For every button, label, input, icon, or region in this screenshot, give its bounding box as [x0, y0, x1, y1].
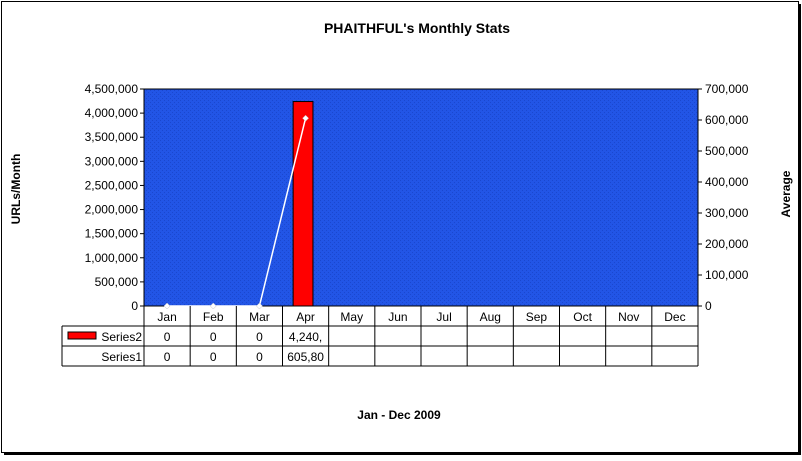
x-axis-label: Jan - Dec 2009 — [357, 408, 441, 422]
x-tick-label: Jan — [157, 310, 176, 324]
axis-ticks: 0 500,000 1,000,000 1,500,000 2,000,000 2,500… — [85, 82, 749, 313]
y2-tick-label: 200,000 — [705, 237, 749, 251]
series1-point-apr — [302, 114, 309, 122]
x-tick-label: Dec — [664, 310, 685, 324]
legend-key-series2 — [67, 331, 97, 340]
y2-tick-label: 500,000 — [705, 144, 749, 158]
x-tick-label: Jun — [388, 310, 407, 324]
series1-point-feb — [209, 302, 217, 310]
y-tick-label: 1,000,000 — [85, 251, 139, 265]
series1-point-jan — [163, 302, 171, 310]
y-tick-label: 500,000 — [95, 275, 139, 289]
y2-tick-label: 700,000 — [705, 82, 749, 96]
y2-tick-label: 600,000 — [705, 113, 749, 127]
x-tick-label: Aug — [480, 310, 501, 324]
table-cell: 0 — [256, 330, 263, 344]
y-axis-label: URLs/Month — [9, 154, 23, 225]
y-tick-label: 2,000,000 — [85, 203, 139, 217]
x-tick-label: May — [340, 310, 363, 324]
x-tick-label: Apr — [296, 310, 315, 324]
table-cell: 0 — [164, 330, 171, 344]
y2-axis-label: Average — [779, 170, 793, 217]
chart-title: PHAITHFUL's Monthly Stats — [324, 20, 510, 36]
y-tick-label: 1,500,000 — [85, 227, 139, 241]
table-cell: 0 — [210, 350, 217, 364]
table-cell: 4,240, — [289, 330, 322, 344]
y-tick-label: 3,000,000 — [85, 154, 139, 168]
y-tick-label: 4,500,000 — [85, 82, 139, 96]
table-series-name: Series1 — [101, 350, 142, 364]
bar-apr — [292, 101, 314, 307]
data-table: Jan Feb Mar Apr May Jun Jul Aug Sep Oct Nov Dec Seri… — [61, 306, 699, 367]
table-cell: 0 — [210, 330, 217, 344]
plot-background — [143, 88, 699, 307]
x-tick-label: Jul — [436, 310, 451, 324]
x-tick-label: Mar — [249, 310, 270, 324]
y-tick-label: 3,500,000 — [85, 130, 139, 144]
y2-tick-label: 300,000 — [705, 206, 749, 220]
x-tick-label: Oct — [573, 310, 592, 324]
y-tick-label: 2,500,000 — [85, 178, 139, 192]
plot-area — [143, 88, 699, 310]
table-cell: 0 — [256, 350, 263, 364]
y2-tick-label: 400,000 — [705, 175, 749, 189]
y2-tick-label: 0 — [705, 299, 712, 313]
table-cell: 0 — [164, 350, 171, 364]
x-tick-label: Sep — [526, 310, 548, 324]
table-cell: 605,80 — [287, 350, 324, 364]
series1-point-mar — [256, 302, 263, 310]
chart-frame-shadow-bottom — [4, 453, 801, 455]
table-series-name: Series2 — [101, 330, 142, 344]
chart-frame-shadow-right — [799, 4, 801, 454]
x-tick-label: Nov — [618, 310, 639, 324]
x-tick-label: Feb — [203, 310, 224, 324]
y2-tick-label: 100,000 — [705, 268, 749, 282]
y-tick-label: 4,000,000 — [85, 106, 139, 120]
y-tick-label: 0 — [131, 299, 138, 313]
